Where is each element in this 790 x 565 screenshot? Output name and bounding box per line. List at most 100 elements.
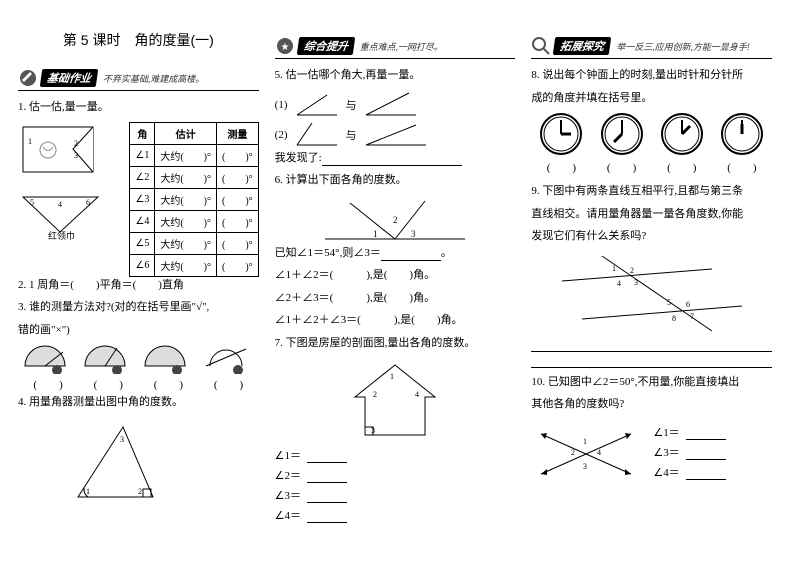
protractor-icon-2: [83, 344, 127, 374]
cell: ( )°: [217, 210, 259, 232]
q10-answers: ∠1＝ ∠3＝ ∠4＝: [645, 422, 772, 486]
svg-text:2: 2: [74, 139, 78, 148]
protractor-faces: ( ) ( ) ( ) ( ): [18, 344, 259, 392]
cell: ∠1: [130, 144, 155, 166]
q4-text: 4. 用量角器测量出图中角的度数。: [18, 394, 259, 411]
cross-lines-diagram: 1 2 3 4: [531, 419, 641, 489]
protractor-icon-3: [143, 344, 187, 374]
cell: ∠4: [130, 210, 155, 232]
protractor-icon-4: [204, 344, 248, 374]
angle-pair-1b: [361, 90, 421, 120]
yu-2: 与: [346, 127, 357, 143]
svg-text:2: 2: [393, 215, 398, 225]
section-basic-header: 基础作业 不弃实基础,难建成高楼。: [18, 68, 259, 91]
q5-label-2: (2): [275, 129, 288, 141]
svg-text:5: 5: [667, 298, 671, 307]
paren-1: ( ): [23, 376, 73, 392]
clock-icon-2: [600, 112, 644, 156]
yu-1: 与: [346, 97, 357, 113]
section-explore-header: 拓展探究 举一反三,应用创新,方能一显身手!: [531, 36, 772, 59]
cell: 大约( )°: [155, 210, 217, 232]
svg-text:4: 4: [58, 200, 62, 209]
q2-text: 2. 1 周角＝( )平角＝( )直角: [18, 277, 259, 294]
protractor-icon-1: [23, 344, 67, 374]
section-improve-badge: 综合提升: [296, 37, 355, 55]
q9-blank-2: [531, 354, 772, 368]
svg-text:4: 4: [415, 390, 419, 399]
cell: ∠6: [130, 254, 155, 276]
q5-text: 5. 估一估哪个角大,再量一量。: [275, 67, 516, 84]
clock-paren-3: ( ): [660, 159, 704, 175]
cell: 大约( )°: [155, 254, 217, 276]
svg-text:6: 6: [86, 198, 90, 207]
cell: ( )°: [217, 166, 259, 188]
svg-text:1: 1: [583, 437, 587, 446]
svg-text:红领巾: 红领巾: [48, 230, 75, 241]
q6-text: 6. 计算出下面各角的度数。: [275, 172, 516, 189]
q10-text-a: 10. 已知图中∠2＝50°,不用量,你能直接填出: [531, 374, 772, 391]
svg-text:2: 2: [138, 487, 142, 496]
q9-text-b: 直线相交。请用量角器量一量各角度数,你能: [531, 206, 772, 223]
angle-pair-1a: [292, 90, 342, 120]
th-meas: 测量: [217, 122, 259, 144]
section-improve-sub: 重点难点,一网打尽。: [360, 40, 443, 53]
cell: ( )°: [217, 188, 259, 210]
section-improve-header: ★ 综合提升 重点难点,一网打尽。: [275, 36, 516, 59]
svg-text:1: 1: [28, 137, 32, 146]
cell: 大约( )°: [155, 144, 217, 166]
q9-text-a: 9. 下图中有两条直线互相平行,且都与第三条: [531, 183, 772, 200]
q7-text: 7. 下图是房屋的剖面图,量出各角的度数。: [275, 335, 516, 352]
paren-3: ( ): [143, 376, 193, 392]
cell: ( )°: [217, 232, 259, 254]
q1-text: 1. 估一估,量一量。: [18, 99, 259, 116]
clock-row: ( ) ( ) ( ) ( ): [531, 112, 772, 175]
svg-text:1: 1: [373, 229, 378, 239]
svg-text:1: 1: [390, 372, 394, 381]
scarf-diagram: 4 5 6 红领巾: [18, 187, 103, 242]
svg-text:7: 7: [690, 312, 694, 321]
cell: 大约( )°: [155, 232, 217, 254]
cell: ( )°: [217, 254, 259, 276]
section-basic-badge: 基础作业: [40, 69, 99, 87]
q8-text-a: 8. 说出每个钟面上的时刻,量出时针和分针所: [531, 67, 772, 84]
q3-text-a: 3. 谁的测量方法对?(对的在括号里画"√",: [18, 299, 259, 316]
estimate-table: 角 估计 测量 ∠1大约( )°( )° ∠2大约( )°( )° ∠3大约( …: [129, 122, 258, 277]
cell: ∠2: [130, 166, 155, 188]
paren-4: ( ): [204, 376, 254, 392]
svg-text:2: 2: [373, 390, 377, 399]
cell: ∠5: [130, 232, 155, 254]
calc-2: ∠1＋∠2＝( ),是( )角。: [275, 267, 516, 284]
paren-2: ( ): [83, 376, 133, 392]
angle-pair-2a: [292, 120, 342, 150]
q8-text-b: 成的角度并填在括号里。: [531, 90, 772, 107]
cell: 大约( )°: [155, 166, 217, 188]
svg-text:2: 2: [630, 266, 634, 275]
parallel-lines-diagram: 12 43 56 87: [552, 251, 752, 336]
th-angle: 角: [130, 122, 155, 144]
svg-text:3: 3: [634, 278, 638, 287]
q9-blank-1: [531, 338, 772, 352]
triangle-diagram: 1 2 3: [58, 417, 178, 507]
svg-text:1: 1: [612, 264, 616, 273]
svg-text:4: 4: [597, 448, 601, 457]
cell: ∠3: [130, 188, 155, 210]
straight-angle-diagram: 123: [315, 195, 475, 245]
star-icon: ★: [275, 36, 295, 56]
svg-text:6: 6: [686, 300, 690, 309]
clock-icon-4: [720, 112, 764, 156]
clock-paren-1: ( ): [539, 159, 583, 175]
page-title: 第 5 课时 角的度量(一): [18, 30, 259, 50]
magnify-icon: [531, 36, 551, 56]
clock-paren-4: ( ): [720, 159, 764, 175]
pencil-icon: [18, 68, 38, 88]
q3-text-b: 错的画"×"): [18, 322, 259, 339]
svg-text:3: 3: [74, 151, 78, 160]
svg-text:3: 3: [120, 435, 124, 444]
cell: ( )°: [217, 144, 259, 166]
svg-text:3: 3: [583, 462, 587, 471]
q7-answers: ∠1＝ ∠2＝ ∠3＝ ∠4＝: [275, 445, 516, 525]
clock-paren-2: ( ): [600, 159, 644, 175]
section-explore-sub: 举一反三,应用创新,方能一显身手!: [616, 40, 750, 53]
flag-diagram: 1 2 3: [18, 122, 103, 187]
found-label: 我发现了:: [275, 150, 516, 167]
